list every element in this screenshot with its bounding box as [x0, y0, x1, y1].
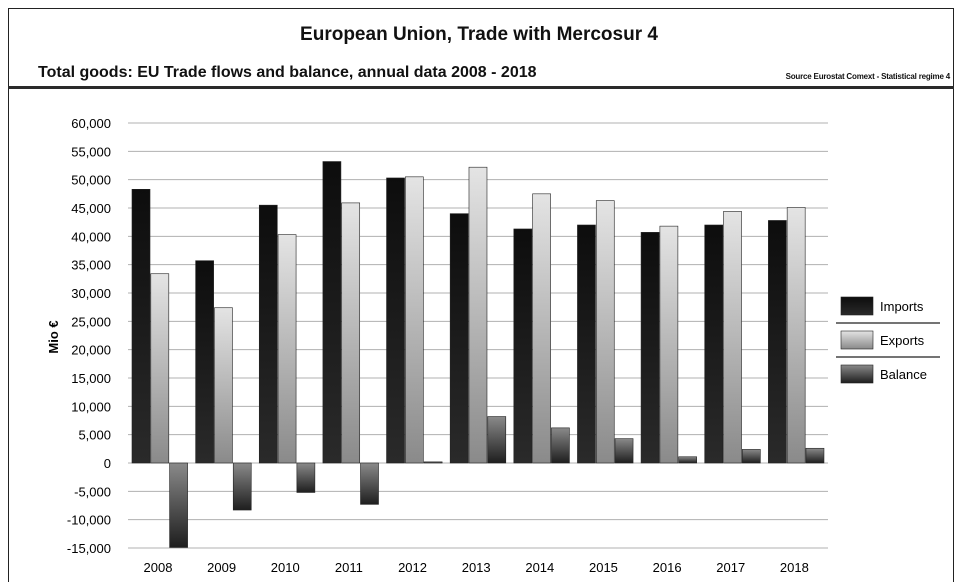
bar-exports-2018 — [786, 207, 806, 464]
bar-balance-2010 — [296, 462, 316, 493]
bar-imports-2012 — [386, 177, 405, 464]
x-tick-label: 2011 — [335, 560, 363, 575]
source-note: Source Eurostat Comext - Statistical reg… — [785, 72, 951, 81]
bar-imports-2008 — [131, 189, 151, 464]
legend-label-exports: Exports — [880, 333, 925, 348]
bar-balance-2013 — [487, 416, 507, 464]
legend-label-balance: Balance — [880, 367, 927, 382]
chart-frame — [8, 8, 954, 582]
bar-imports-2017 — [704, 224, 724, 464]
bar-balance-2014 — [551, 427, 570, 464]
legend-swatch-exports — [840, 330, 874, 350]
bar-exports-2012 — [405, 176, 424, 464]
y-tick-label: 40,000 — [71, 229, 111, 244]
y-tick-label: 15,000 — [71, 371, 111, 386]
y-tick-label: 25,000 — [71, 314, 111, 329]
bar-balance-2016 — [678, 456, 697, 464]
x-tick-label: 2012 — [398, 560, 427, 575]
bar-imports-2009 — [195, 260, 214, 464]
y-tick-label: -15,000 — [67, 541, 111, 556]
x-tick-label: 2018 — [780, 560, 809, 575]
y-tick-label: 50,000 — [71, 173, 111, 188]
bar-imports-2016 — [640, 232, 660, 464]
bar-exports-2010 — [277, 234, 297, 464]
bar-balance-2017 — [742, 449, 761, 464]
bar-exports-2009 — [214, 307, 233, 464]
y-tick-label: 10,000 — [71, 399, 111, 414]
legend-swatch-imports — [840, 296, 874, 316]
bar-exports-2013 — [468, 166, 488, 464]
y-tick-label: 5,000 — [78, 428, 111, 443]
bar-balance-2018 — [805, 447, 825, 464]
bar-exports-2008 — [150, 273, 170, 464]
y-tick-label: 0 — [104, 456, 111, 471]
bar-balance-2009 — [232, 462, 252, 511]
bar-exports-2011 — [341, 202, 361, 464]
x-tick-label: 2008 — [144, 560, 173, 575]
x-tick-label: 2015 — [589, 560, 618, 575]
bar-exports-2014 — [532, 193, 551, 464]
x-tick-label: 2014 — [525, 560, 554, 575]
y-tick-label: 20,000 — [71, 343, 111, 358]
bar-imports-2010 — [258, 204, 278, 464]
x-tick-label: 2009 — [207, 560, 236, 575]
y-tick-label: 45,000 — [71, 201, 111, 216]
legend-label-imports: Imports — [880, 299, 924, 314]
y-tick-label: -5,000 — [74, 484, 111, 499]
y-tick-label: 30,000 — [71, 286, 111, 301]
x-tick-label: 2017 — [716, 560, 745, 575]
y-axis-label: Mio € — [46, 320, 61, 353]
bar-imports-2013 — [449, 213, 469, 464]
x-tick-label: 2010 — [271, 560, 300, 575]
bar-balance-2011 — [360, 462, 379, 505]
x-tick-label: 2013 — [462, 560, 491, 575]
y-tick-label: 60,000 — [71, 116, 111, 131]
bar-exports-2017 — [723, 211, 742, 464]
legend-swatch-balance — [840, 364, 874, 384]
header-rule — [8, 86, 954, 89]
bar-exports-2016 — [659, 225, 679, 464]
x-tick-label: 2016 — [653, 560, 682, 575]
y-tick-label: 55,000 — [71, 144, 111, 159]
y-tick-label: -10,000 — [67, 513, 111, 528]
bar-exports-2015 — [595, 200, 615, 464]
bar-balance-2012 — [423, 461, 443, 464]
y-tick-label: 35,000 — [71, 258, 111, 273]
chart-subtitle: Total goods: EU Trade flows and balance,… — [38, 64, 537, 81]
bar-imports-2018 — [768, 220, 787, 464]
bar-imports-2011 — [322, 161, 342, 464]
bar-imports-2014 — [513, 228, 533, 464]
bar-imports-2015 — [577, 224, 596, 464]
bar-balance-2015 — [614, 438, 634, 464]
chart-title: European Union, Trade with Mercosur 4 — [300, 24, 658, 45]
bar-balance-2008 — [169, 462, 188, 548]
